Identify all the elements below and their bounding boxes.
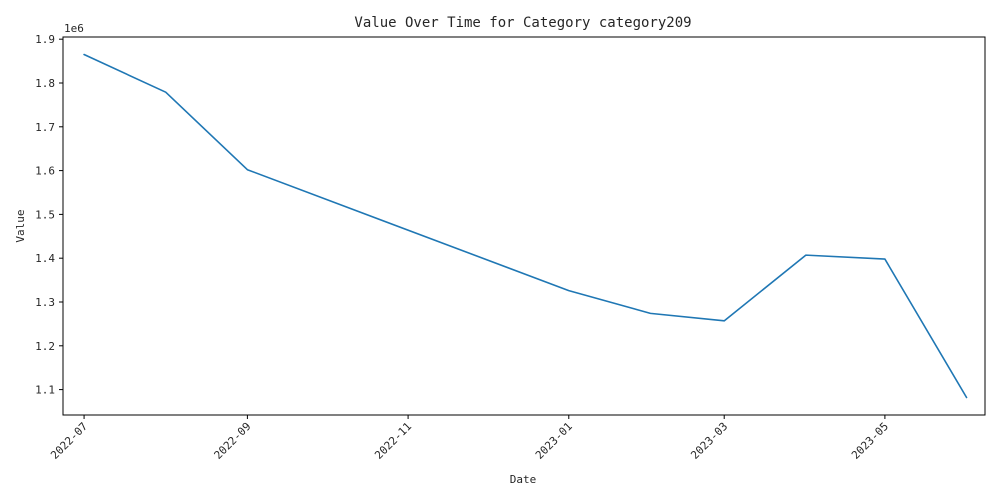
x-tick-label: 2023-03 bbox=[688, 420, 730, 462]
x-tick-label: 2022-09 bbox=[212, 420, 254, 462]
y-tick-label: 1.6 bbox=[35, 165, 55, 178]
y-tick-label: 1.3 bbox=[35, 296, 55, 309]
series-layer bbox=[83, 53, 968, 399]
y-tick-label: 1.8 bbox=[35, 77, 55, 90]
y-tick-label: 1.4 bbox=[35, 252, 55, 265]
y-tick-label: 1.7 bbox=[35, 121, 55, 134]
x-axis-label: Date bbox=[510, 473, 537, 486]
y-axis-offset-label: 1e6 bbox=[64, 22, 84, 35]
x-tick-label: 2023-01 bbox=[533, 420, 575, 462]
x-tick-label: 2022-11 bbox=[372, 420, 414, 462]
y-tick-label: 1.2 bbox=[35, 340, 55, 353]
y-tick-label: 1.9 bbox=[35, 33, 55, 46]
y-axis-label: Value bbox=[14, 209, 27, 242]
x-axis-ticks: 2022-07 2022-09 2022-11 2023-01 2023-03 2023-… bbox=[48, 415, 891, 462]
series-line bbox=[83, 53, 968, 399]
x-tick-label: 2023-05 bbox=[849, 420, 891, 462]
plot-area-frame bbox=[62, 36, 986, 416]
y-axis-ticks: 1.1 1.2 1.3 1.4 1.5 1.6 1.7 1.8 1.9 bbox=[35, 33, 63, 397]
chart-title: Value Over Time for Category category209 bbox=[354, 15, 691, 31]
x-tick-label: 2022-07 bbox=[48, 420, 90, 462]
y-tick-label: 1.1 bbox=[35, 384, 55, 397]
y-tick-label: 1.5 bbox=[35, 208, 55, 221]
